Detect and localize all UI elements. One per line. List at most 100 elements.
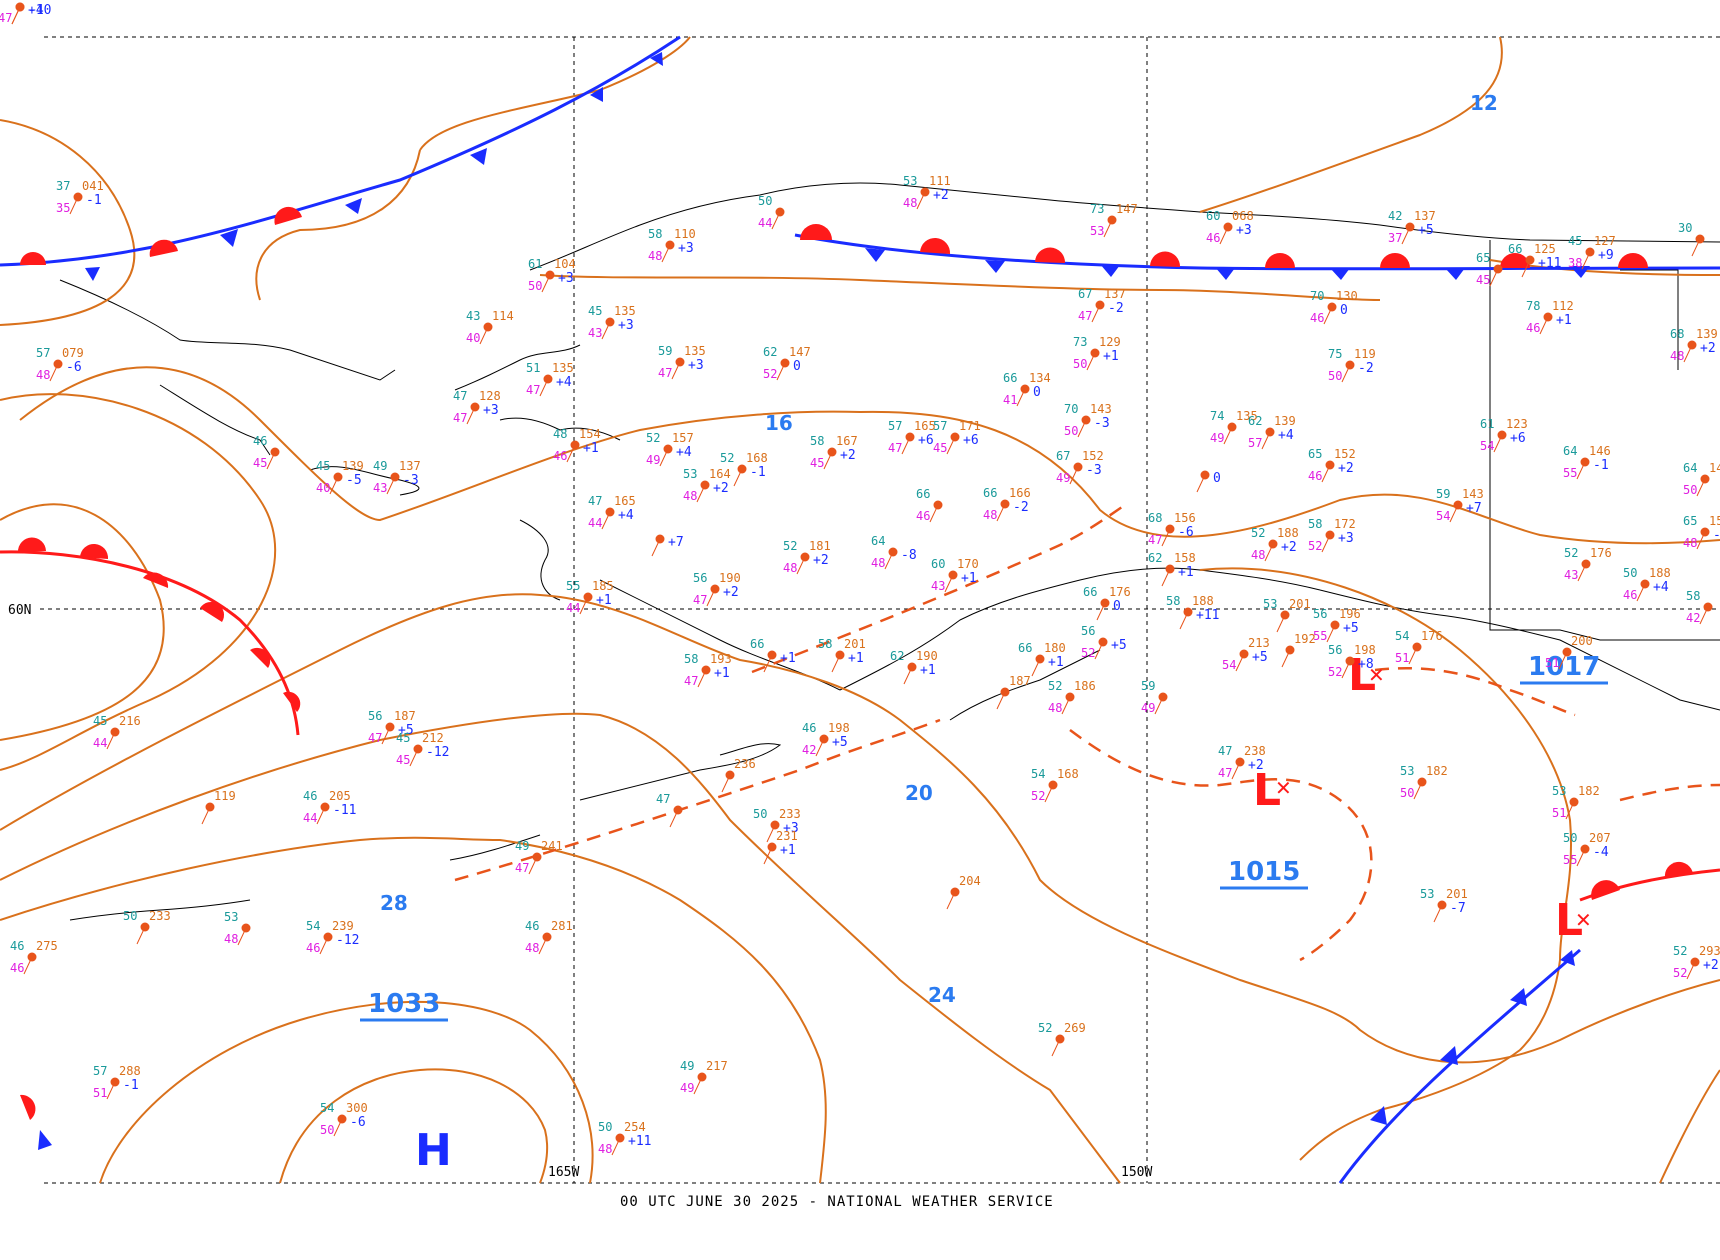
station-temperature: 47 xyxy=(1218,744,1232,758)
station-pressure: 190 xyxy=(719,571,741,585)
station-dewpoint: 46 xyxy=(1526,321,1540,335)
station-dewpoint: 46 xyxy=(10,961,24,975)
station-plot: 67 152 49 -3 xyxy=(1056,449,1104,485)
station-temperature: 37 xyxy=(56,179,70,193)
station-temperature: 52 xyxy=(646,431,660,445)
station-pressure-tendency: +2 xyxy=(840,448,856,463)
station-pressure: 152 xyxy=(1082,449,1104,463)
station-pressure: 208 xyxy=(24,0,46,3)
station-dewpoint: 55 xyxy=(1563,466,1577,480)
station-temperature: 47 xyxy=(656,792,670,806)
station-temperature: 50 xyxy=(123,909,137,923)
warm-front-symbols xyxy=(17,206,1693,1120)
station-temperature: 60 xyxy=(931,557,945,571)
wind-barb xyxy=(901,436,911,455)
wind-barb xyxy=(1581,251,1591,270)
station-temperature: 46 xyxy=(10,939,24,953)
wind-barb xyxy=(659,448,669,467)
station-temperature: 66 xyxy=(1018,641,1032,655)
station-temperature: 56 xyxy=(1313,607,1327,621)
station-temperature: 64 xyxy=(1563,444,1577,458)
wind-barb xyxy=(49,363,59,382)
station-temperature: 53 xyxy=(1400,764,1414,778)
station-temperature: 51 xyxy=(526,361,540,375)
wind-barb xyxy=(566,444,576,463)
station-pressure: 217 xyxy=(706,1059,728,1073)
station-dewpoint: 47 xyxy=(658,366,672,380)
wind-barb xyxy=(1323,306,1333,325)
station-pressure: 193 xyxy=(710,652,732,666)
station-plot: 78 112 46 +1 xyxy=(1526,299,1574,335)
station-pressure: 168 xyxy=(1057,767,1079,781)
station-pressure-tendency: +4 xyxy=(28,3,44,18)
wind-barb xyxy=(696,484,706,503)
station-dewpoint: 49 xyxy=(1210,431,1224,445)
station-dewpoint: 48 xyxy=(871,556,885,570)
station-plot: 37 041 35 -1 xyxy=(56,179,104,215)
low-center-value-2: 1017 xyxy=(1528,652,1600,682)
station-temperature: 61 xyxy=(1480,417,1494,431)
station-pressure: 137 xyxy=(1414,209,1436,223)
station-pressure: 139 xyxy=(1274,414,1296,428)
wind-barb xyxy=(1086,352,1096,371)
station-plot: 53 201 xyxy=(1263,597,1311,633)
station-dewpoint: 41 xyxy=(1003,393,1017,407)
station-pressure: 181 xyxy=(809,539,831,553)
station-temperature: 53 xyxy=(683,467,697,481)
station-dewpoint: 50 xyxy=(1328,369,1342,383)
station-temperature: 54 xyxy=(1031,767,1045,781)
station-temperature: 67 xyxy=(1078,287,1092,301)
station-pressure-tendency: -6 xyxy=(1178,525,1194,540)
station-pressure: 166 xyxy=(1009,486,1031,500)
station-pressure-tendency: +4 xyxy=(676,445,692,460)
station-dewpoint: 44 xyxy=(758,216,772,230)
station-pressure-tendency: 0 xyxy=(1113,599,1121,614)
wind-barb xyxy=(763,654,773,673)
station-plot: 54 300 50 -6 xyxy=(320,1101,368,1137)
station-pressure-tendency: +1 xyxy=(1048,655,1064,670)
station-plot: 53 201-7 xyxy=(1420,887,1468,923)
wind-barb xyxy=(1683,344,1693,363)
station-pressure: 188 xyxy=(1649,566,1671,580)
station-temperature: 46 xyxy=(253,434,267,448)
wind-barb xyxy=(996,503,1006,522)
wind-barb xyxy=(601,321,611,340)
station-pressure-tendency: 0 xyxy=(793,359,801,374)
station-plot: 45 127 38 +9 xyxy=(1568,234,1616,270)
wind-barb xyxy=(316,806,326,825)
station-plot: 65 152 46 +2 xyxy=(1308,447,1356,483)
station-plot: 119 xyxy=(201,789,236,825)
station-plot: 68 156 47 -6 xyxy=(1148,511,1196,547)
wind-barb xyxy=(1408,646,1418,665)
station-plot: 53 182 51 xyxy=(1552,784,1600,820)
station-temperature: 55 xyxy=(566,579,580,593)
station-plot: 47 xyxy=(656,792,683,828)
wind-barb xyxy=(1051,1038,1061,1057)
station-plot: 66 +1 xyxy=(750,637,796,673)
wind-barb xyxy=(1341,660,1351,679)
station-pressure-tendency: +5 xyxy=(1111,638,1127,653)
station-pressure: 204 xyxy=(959,874,981,888)
map-footer: 00 UTC JUNE 30 2025 - NATIONAL WEATHER S… xyxy=(620,1194,1054,1210)
wind-barb xyxy=(1096,602,1106,621)
wind-barb xyxy=(1223,426,1233,445)
wind-barb xyxy=(1696,531,1706,550)
station-pressure-tendency: -5 xyxy=(1713,528,1720,543)
station-temperature: 59 xyxy=(658,344,672,358)
station-temperature: 52 xyxy=(1251,526,1265,540)
station-temperature: 73 xyxy=(1073,335,1087,349)
station-plot: 49 217 49 xyxy=(680,1059,728,1095)
isobars xyxy=(0,36,1720,1184)
station-dewpoint: 52 xyxy=(1031,789,1045,803)
station-plot: 192 xyxy=(1281,632,1316,668)
station-plot: 64 145 50 xyxy=(1683,461,1720,497)
station-plot: 64 48 -8 xyxy=(871,534,917,570)
station-dewpoint: 46 xyxy=(306,941,320,955)
station-dewpoint: 38 xyxy=(1568,256,1582,270)
wind-barb xyxy=(69,196,79,215)
station-pressure-tendency: +5 xyxy=(832,735,848,750)
station-pressure: 171 xyxy=(959,419,981,433)
station-temperature: 65 xyxy=(1308,447,1322,461)
station-plot: 52 181 48 +2 xyxy=(783,539,831,575)
